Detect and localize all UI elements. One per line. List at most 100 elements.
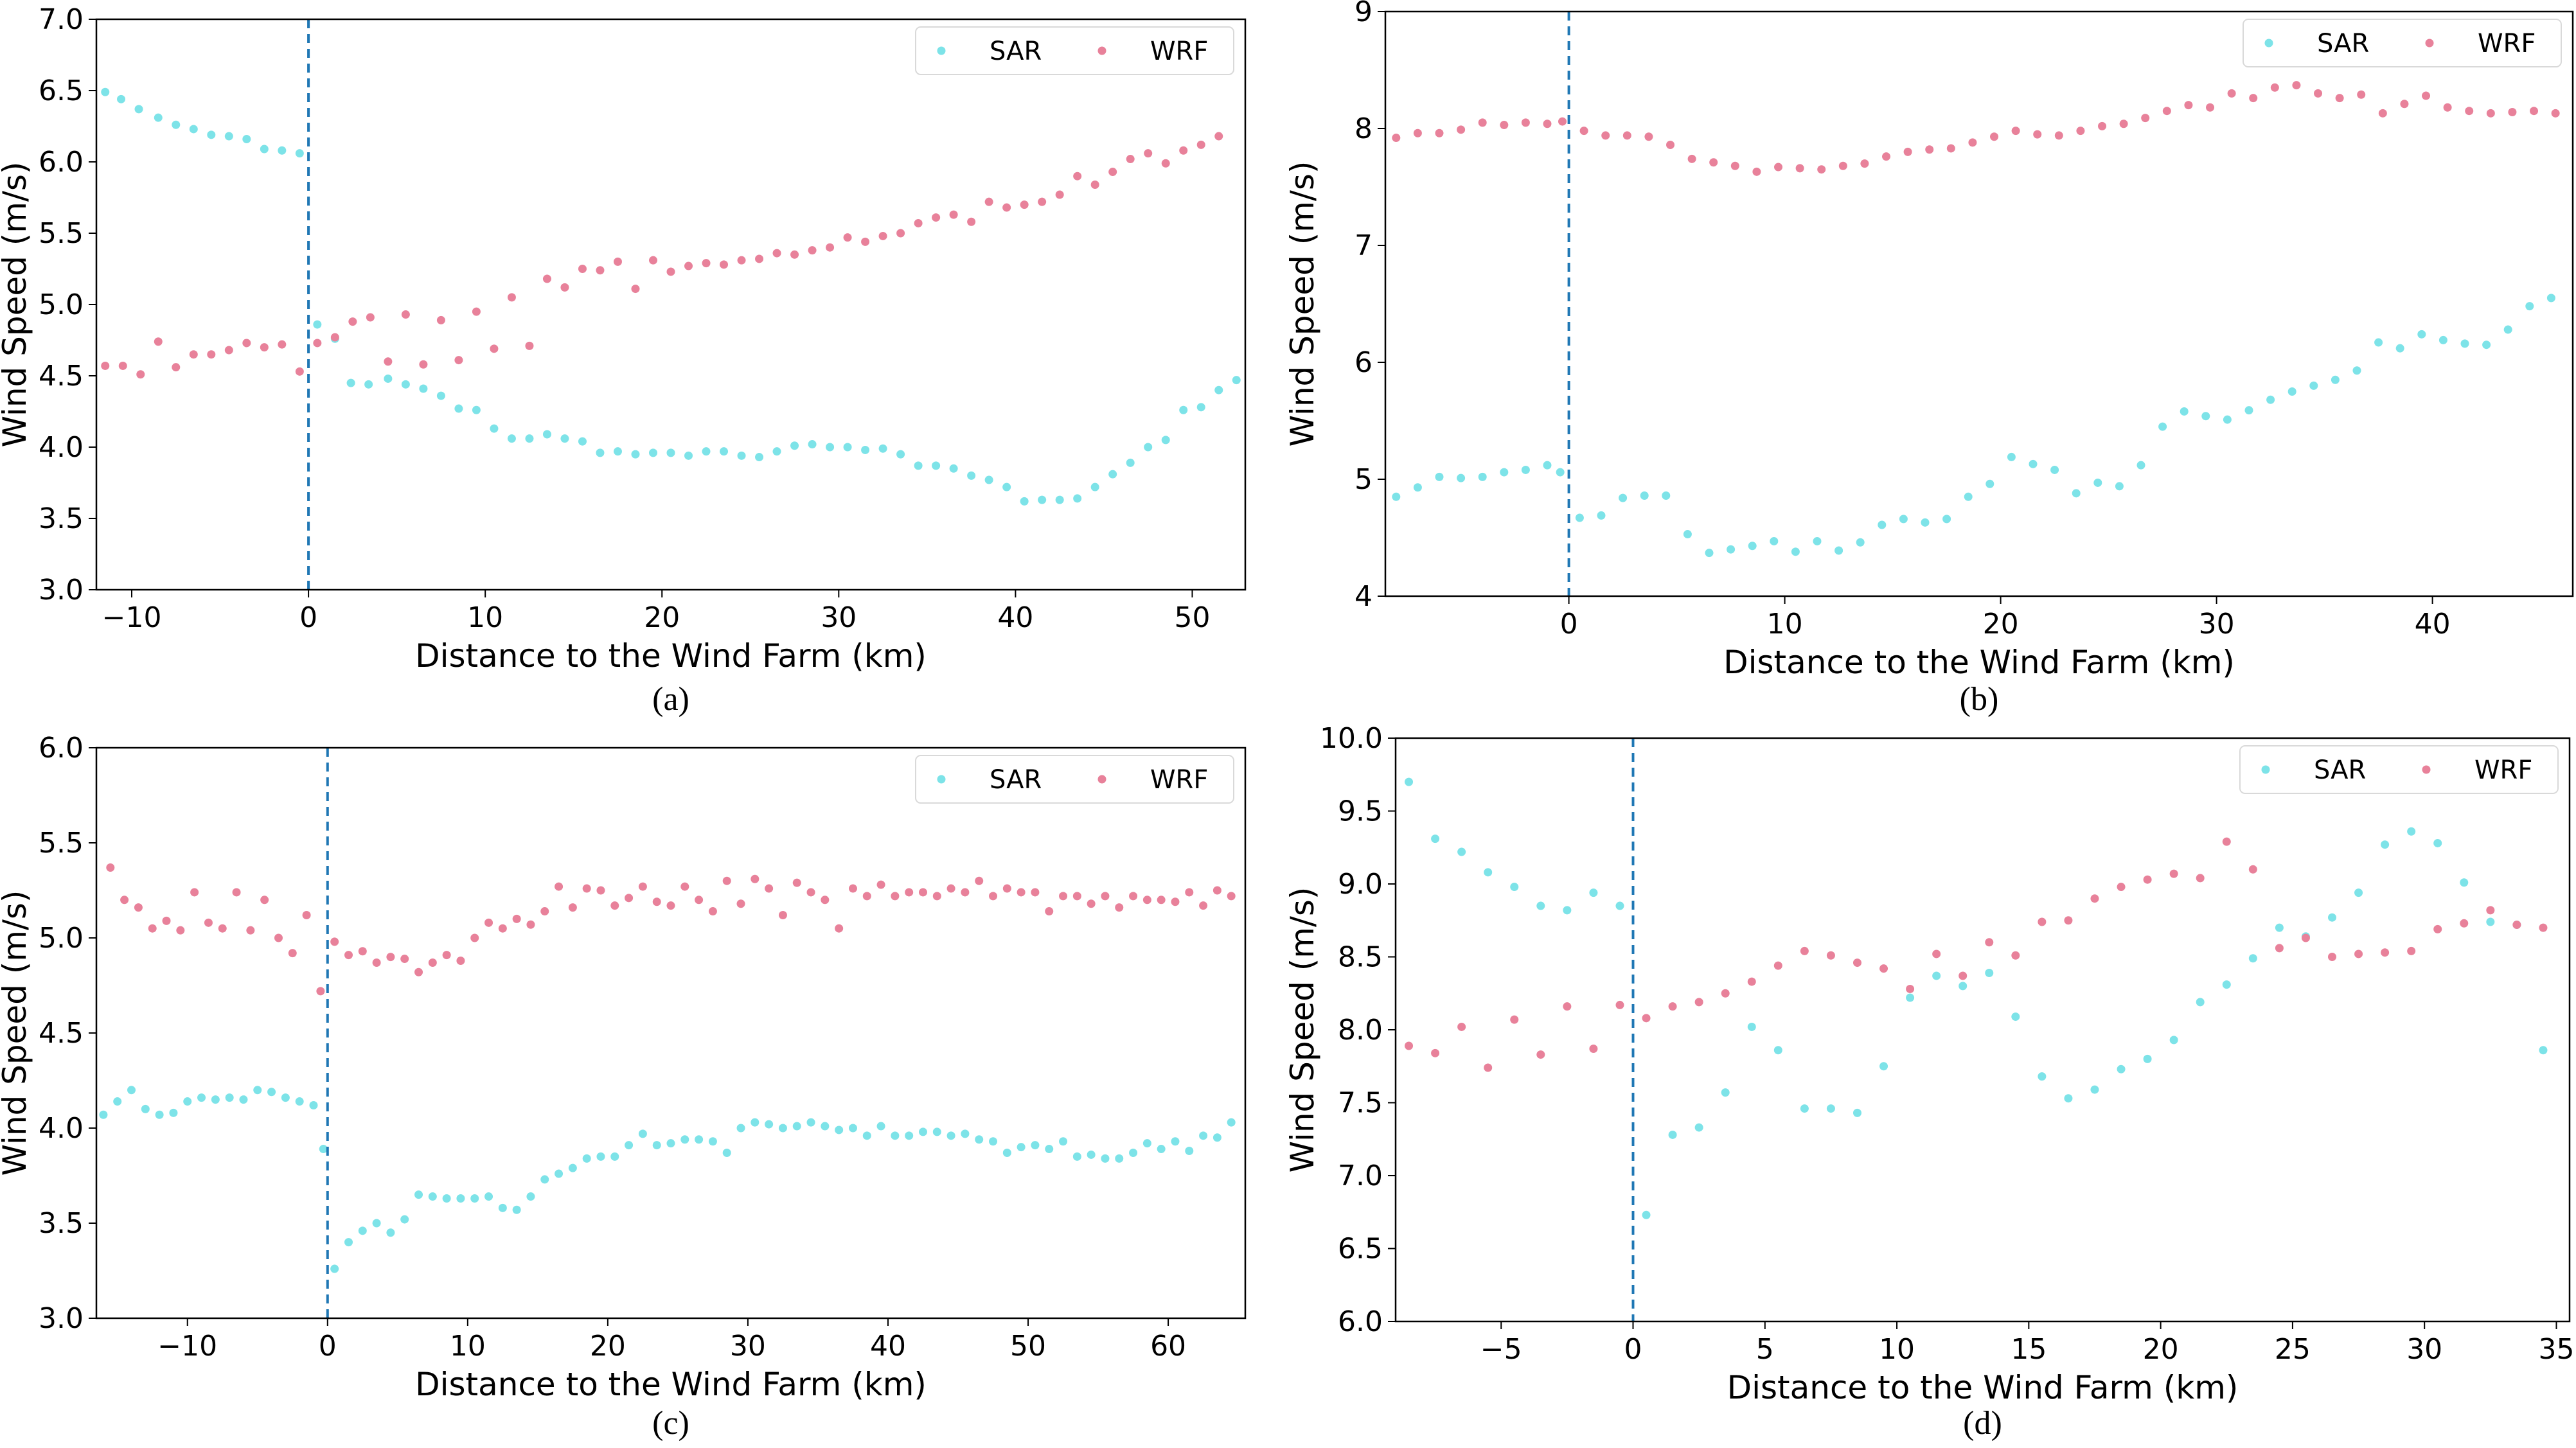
- sar-point: [2117, 1064, 2126, 1073]
- sar-point: [1073, 494, 1082, 503]
- series-sar: [1405, 777, 2548, 1219]
- wrf-point: [891, 892, 900, 901]
- wrf-point: [684, 261, 693, 270]
- sar-point: [1031, 1141, 1040, 1150]
- sar-point: [708, 1137, 717, 1146]
- sar-point: [2381, 840, 2390, 849]
- wrf-point: [1773, 961, 1782, 970]
- sar-point: [2266, 395, 2275, 404]
- chart-svg: 0 10 20 30 40 4 5 6 7 8 9 SAR WRF Distance to the Win…: [1284, 0, 2574, 718]
- sar-point: [1392, 492, 1401, 501]
- sar-point: [1108, 470, 1117, 479]
- sar-point: [2143, 1054, 2152, 1063]
- y-tick-label: 6.0: [1338, 1305, 1383, 1338]
- sar-point: [1038, 495, 1047, 504]
- sar-point: [101, 87, 110, 96]
- wrf-point: [1860, 159, 1869, 168]
- y-tick-label: 4.5: [39, 1017, 84, 1050]
- wrf-point: [1101, 892, 1110, 901]
- wrf-point: [625, 894, 634, 903]
- legend-label-wrf: WRF: [1150, 37, 1208, 66]
- sar-point: [2275, 923, 2284, 932]
- sar-point: [2038, 1072, 2047, 1081]
- wrf-point: [2038, 917, 2047, 926]
- sar-point: [224, 132, 233, 141]
- wrf-point: [1852, 958, 1861, 967]
- wrf-point: [207, 350, 216, 359]
- sar-point: [1157, 1145, 1166, 1154]
- legend-box: [915, 755, 1234, 804]
- wrf-point: [1709, 158, 1718, 167]
- x-tick-label: 30: [2406, 1333, 2442, 1366]
- panel-caption: (c): [652, 1405, 689, 1442]
- sar-point: [613, 447, 622, 456]
- legend-marker-wrf: [1097, 46, 1106, 55]
- wrf-point: [967, 217, 976, 226]
- sar-point: [260, 145, 269, 154]
- wrf-point: [2433, 924, 2442, 933]
- sar-point: [1521, 465, 1530, 474]
- x-tick-label: 35: [2538, 1333, 2574, 1366]
- wrf-point: [106, 863, 115, 872]
- sar-point: [1942, 515, 1951, 524]
- sar-point: [1826, 1104, 1835, 1113]
- sar-point: [436, 391, 445, 400]
- wrf-point: [2301, 933, 2310, 942]
- x-tick-label: 0: [1624, 1333, 1642, 1366]
- legend-marker-wrf: [2425, 39, 2434, 48]
- sar-point: [319, 1145, 328, 1154]
- sar-point: [2050, 465, 2059, 474]
- sar-point: [278, 146, 287, 155]
- sar-point: [364, 380, 373, 389]
- sar-point: [372, 1219, 381, 1228]
- wrf-point: [1002, 203, 1011, 212]
- wrf-point: [498, 924, 507, 933]
- sar-point: [1985, 479, 1994, 488]
- wrf-point: [2011, 951, 2020, 960]
- legend-label-sar: SAR: [2317, 29, 2369, 58]
- sar-point: [2090, 1085, 2099, 1094]
- sar-point: [808, 440, 817, 449]
- wrf-point: [2227, 89, 2236, 98]
- wrf-point: [1405, 1041, 1414, 1050]
- wrf-point: [1838, 161, 1847, 170]
- sar-point: [2222, 980, 2231, 989]
- axes-frame: [95, 18, 1247, 591]
- sar-point: [2433, 838, 2442, 847]
- sar-point: [2287, 387, 2296, 396]
- wrf-point: [680, 882, 689, 891]
- legend-box: [2239, 745, 2559, 794]
- wrf-point: [631, 285, 640, 294]
- wrf-point: [778, 910, 787, 919]
- wrf-point: [975, 876, 984, 885]
- sar-point: [456, 1194, 465, 1203]
- wrf-point: [702, 259, 711, 268]
- chart-svg: −10 0 10 20 30 40 50 60 3.0 3.5 4.0 4.5 5.0 5.5 6.0 SAR…: [0, 732, 1247, 1442]
- sar-point: [99, 1110, 108, 1119]
- sar-point: [1087, 1150, 1096, 1159]
- sar-point: [309, 1100, 318, 1109]
- wrf-point: [436, 315, 445, 324]
- wrf-point: [2119, 119, 2128, 128]
- wrf-point: [2143, 875, 2152, 884]
- wrf-point: [961, 888, 970, 897]
- sar-point: [861, 445, 870, 454]
- sar-point: [638, 1129, 647, 1138]
- legend: SAR WRF: [2239, 745, 2559, 794]
- wrf-point: [2249, 94, 2258, 103]
- wrf-point: [454, 356, 463, 365]
- wrf-point: [821, 896, 830, 905]
- legend: SAR WRF: [2243, 19, 2562, 67]
- x-axis-label: Distance to the Wind Farm (km): [1727, 1369, 2239, 1406]
- wrf-point: [428, 958, 437, 967]
- y-tick-label: 6.0: [39, 146, 84, 179]
- sar-point: [2417, 330, 2426, 339]
- sar-point: [358, 1226, 367, 1235]
- x-tick-label: 20: [2143, 1333, 2179, 1366]
- sar-point: [172, 120, 181, 129]
- legend-marker-sar: [2264, 39, 2273, 48]
- sar-point: [1748, 542, 1757, 551]
- sar-point: [1694, 1123, 1703, 1132]
- wrf-point: [2407, 946, 2416, 955]
- y-tick-label: 7.5: [1338, 1087, 1383, 1120]
